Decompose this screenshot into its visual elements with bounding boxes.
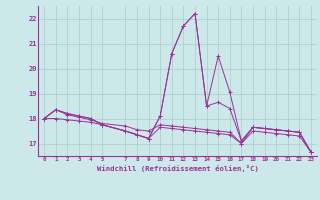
X-axis label: Windchill (Refroidissement éolien,°C): Windchill (Refroidissement éolien,°C) bbox=[97, 165, 259, 172]
